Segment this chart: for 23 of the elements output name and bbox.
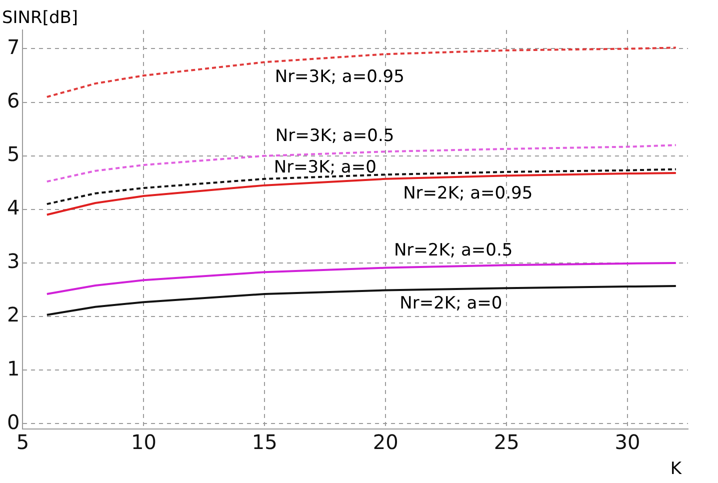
- x-tick-label: 20: [372, 430, 398, 454]
- y-axis-title: SINR[dB]: [2, 8, 78, 28]
- series-label: Nr=2K; a=0.5: [394, 240, 513, 261]
- x-axis-title: K: [670, 458, 682, 479]
- series-label: Nr=2K; a=0.95: [403, 183, 533, 204]
- y-tick-label: 2: [6, 302, 20, 327]
- y-tick-label: 7: [6, 34, 20, 59]
- series-label: Nr=2K; a=0: [400, 294, 502, 314]
- x-tick-label: 10: [130, 430, 156, 454]
- series-label: Nr=3K; a=0.95: [274, 67, 404, 88]
- x-tick-label: 15: [252, 430, 278, 454]
- y-tick-label: 3: [6, 249, 20, 274]
- y-tick-label: 5: [6, 142, 20, 166]
- y-tick-label: 1: [6, 356, 20, 380]
- y-tick-label: 6: [6, 88, 20, 113]
- series-label: Nr=3K; a=0: [274, 158, 376, 178]
- x-tick-label: 30: [614, 430, 640, 454]
- x-tick-label: 25: [494, 430, 520, 454]
- y-tick-label: 4: [6, 196, 20, 220]
- line-series: [46, 46, 677, 98]
- series-label: Nr=3K; a=0.5: [275, 126, 394, 146]
- y-tick-label: 0: [6, 410, 20, 434]
- line-series: [46, 144, 677, 183]
